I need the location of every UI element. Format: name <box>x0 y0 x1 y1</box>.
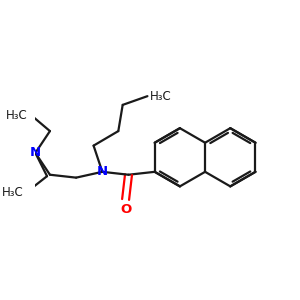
Text: H₃C: H₃C <box>150 90 172 103</box>
Text: H₃C: H₃C <box>2 186 23 199</box>
Text: O: O <box>120 203 131 216</box>
Text: H₃C: H₃C <box>6 109 28 122</box>
Text: N: N <box>30 146 41 159</box>
Text: N: N <box>97 165 108 178</box>
